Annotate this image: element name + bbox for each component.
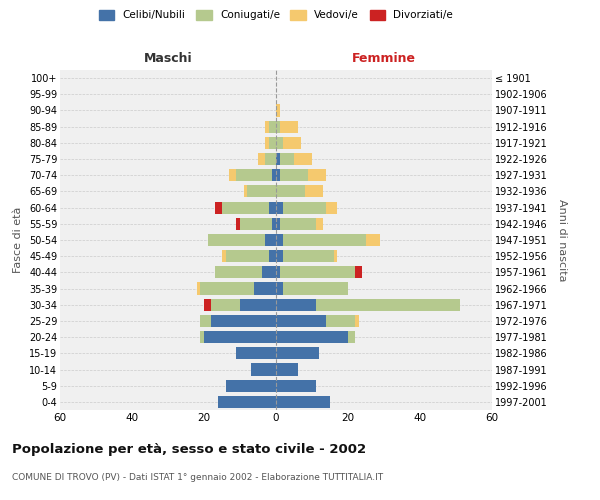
- Bar: [316, 298, 460, 311]
- Bar: [308, 169, 326, 181]
- Bar: [211, 298, 240, 311]
- Bar: [200, 315, 211, 327]
- Bar: [215, 202, 222, 213]
- Bar: [366, 234, 380, 246]
- Bar: [262, 266, 276, 278]
- Bar: [276, 137, 283, 149]
- Bar: [211, 315, 276, 327]
- Bar: [276, 250, 283, 262]
- Bar: [251, 364, 276, 376]
- Bar: [355, 315, 359, 327]
- Legend: Celibi/Nubili, Coniugati/e, Vedovi/e, Divorziati/e: Celibi/Nubili, Coniugati/e, Vedovi/e, Di…: [99, 10, 453, 20]
- Bar: [276, 315, 326, 327]
- Bar: [229, 169, 236, 181]
- Bar: [272, 169, 276, 181]
- Bar: [200, 282, 254, 294]
- Bar: [276, 396, 330, 408]
- Bar: [305, 186, 323, 198]
- Bar: [240, 298, 276, 311]
- Bar: [265, 234, 276, 246]
- Bar: [269, 137, 276, 149]
- Bar: [222, 250, 226, 262]
- Bar: [280, 120, 298, 132]
- Bar: [265, 153, 276, 165]
- Bar: [276, 153, 280, 165]
- Bar: [283, 250, 334, 262]
- Bar: [265, 120, 269, 132]
- Bar: [269, 120, 276, 132]
- Bar: [200, 331, 204, 343]
- Bar: [204, 331, 276, 343]
- Bar: [208, 234, 265, 246]
- Bar: [244, 186, 247, 198]
- Bar: [276, 380, 316, 392]
- Bar: [269, 202, 276, 213]
- Bar: [276, 120, 280, 132]
- Bar: [276, 348, 319, 360]
- Bar: [215, 266, 262, 278]
- Bar: [276, 364, 298, 376]
- Bar: [280, 153, 294, 165]
- Bar: [326, 315, 355, 327]
- Bar: [247, 186, 276, 198]
- Bar: [269, 250, 276, 262]
- Bar: [283, 282, 348, 294]
- Bar: [226, 250, 269, 262]
- Bar: [276, 331, 348, 343]
- Text: Femmine: Femmine: [352, 52, 416, 65]
- Y-axis label: Anni di nascita: Anni di nascita: [557, 198, 567, 281]
- Bar: [334, 250, 337, 262]
- Text: COMUNE DI TROVO (PV) - Dati ISTAT 1° gennaio 2002 - Elaborazione TUTTITALIA.IT: COMUNE DI TROVO (PV) - Dati ISTAT 1° gen…: [12, 472, 383, 482]
- Bar: [197, 282, 200, 294]
- Bar: [276, 266, 280, 278]
- Bar: [276, 104, 280, 117]
- Bar: [283, 202, 326, 213]
- Bar: [254, 282, 276, 294]
- Bar: [236, 348, 276, 360]
- Bar: [316, 218, 323, 230]
- Bar: [272, 218, 276, 230]
- Bar: [236, 169, 272, 181]
- Bar: [240, 218, 272, 230]
- Bar: [218, 396, 276, 408]
- Bar: [222, 202, 269, 213]
- Bar: [276, 186, 305, 198]
- Bar: [276, 234, 283, 246]
- Text: Maschi: Maschi: [143, 52, 193, 65]
- Bar: [276, 169, 280, 181]
- Y-axis label: Fasce di età: Fasce di età: [13, 207, 23, 273]
- Bar: [276, 202, 283, 213]
- Bar: [326, 202, 337, 213]
- Bar: [283, 234, 366, 246]
- Bar: [204, 298, 211, 311]
- Bar: [348, 331, 355, 343]
- Bar: [280, 266, 355, 278]
- Bar: [258, 153, 265, 165]
- Bar: [276, 282, 283, 294]
- Bar: [283, 137, 301, 149]
- Bar: [280, 169, 308, 181]
- Bar: [280, 218, 316, 230]
- Bar: [265, 137, 269, 149]
- Bar: [276, 298, 316, 311]
- Text: Popolazione per età, sesso e stato civile - 2002: Popolazione per età, sesso e stato civil…: [12, 442, 366, 456]
- Bar: [236, 218, 240, 230]
- Bar: [294, 153, 312, 165]
- Bar: [226, 380, 276, 392]
- Bar: [355, 266, 362, 278]
- Bar: [276, 218, 280, 230]
